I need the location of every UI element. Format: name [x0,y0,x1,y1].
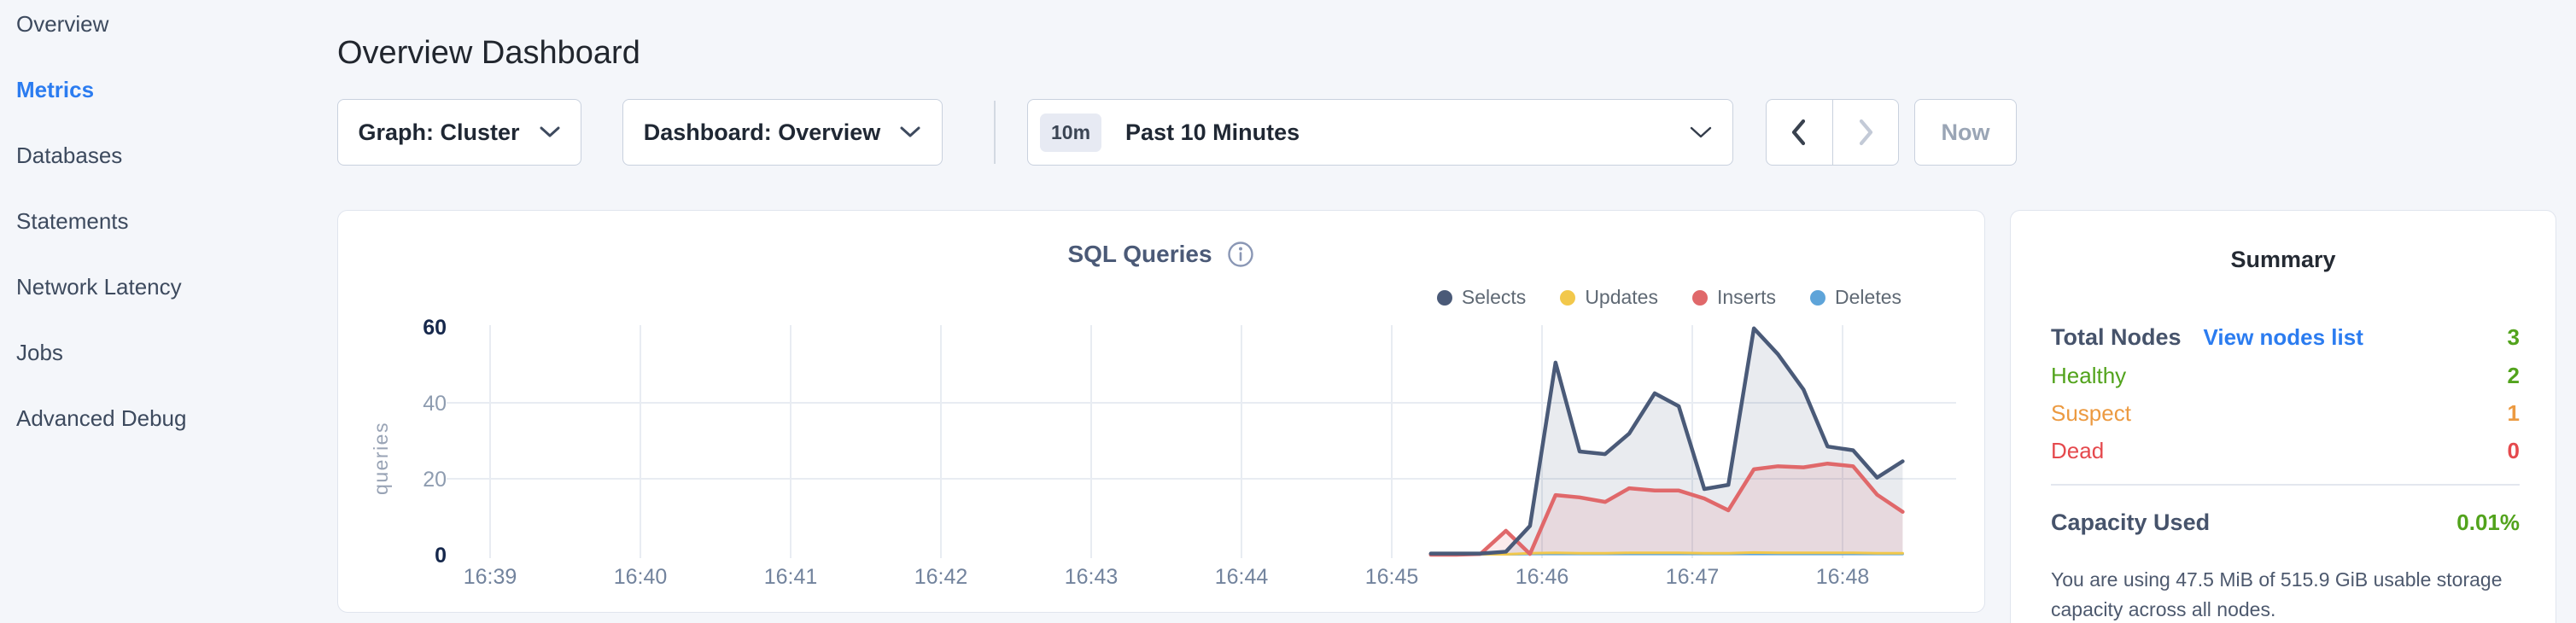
summary-title: Summary [2230,247,2336,272]
total-nodes-row: Total Nodes View nodes list 3 [2051,324,2520,351]
legend-label: Updates [1585,286,1658,308]
sql-queries-chart-card: SQL Queries Selects Updates Inserts Deletes… [337,210,1985,613]
now-button[interactable]: Now [1914,99,2017,166]
svg-text:40: 40 [423,392,447,416]
legend-item-deletes[interactable]: Deletes [1810,286,1901,309]
chart-title: SQL Queries [1067,241,1212,267]
chevron-down-icon [899,125,921,139]
dashboard-dropdown-label: Dashboard: Overview [643,119,881,145]
node-status-value: 0 [2507,438,2520,463]
legend-label: Selects [1461,286,1527,308]
total-nodes-label: Total Nodes [2051,324,2182,350]
sidebar-item-databases[interactable]: Databases [16,143,123,168]
legend-label: Inserts [1716,286,1777,308]
chevron-down-icon [539,125,561,139]
node-status-label: Healthy [2051,363,2127,388]
svg-text:16:46: 16:46 [1516,565,1569,589]
legend-label: Deletes [1835,286,1901,308]
svg-text:20: 20 [423,468,447,492]
summary-divider [2051,484,2520,486]
node-status-value: 2 [2507,363,2520,388]
legend-dot [1436,289,1452,306]
capacity-description: You are using 47.5 MiB of 515.9 GiB usab… [2051,568,2503,620]
legend-dot [1810,289,1826,306]
svg-text:16:40: 16:40 [614,565,668,589]
summary-row-dead: Dead 0 [2051,438,2520,464]
svg-text:16:44: 16:44 [1215,565,1269,589]
chart-legend: Selects Updates Inserts Deletes [1436,286,1901,309]
legend-dot [1691,289,1708,306]
sql-queries-chart: 16:39 16:40 16:41 16:42 16:43 16:44 16:45 16:46… [370,316,1956,589]
chevron-left-icon [1792,119,1806,146]
chevron-down-icon [1688,125,1714,140]
legend-dot [1560,289,1576,306]
chevron-right-icon [1859,119,1872,146]
node-status-label: Dead [2051,438,2105,463]
toolbar-divider [994,101,996,164]
sidebar: Overview Metrics Databases Statements Networ… [16,12,186,430]
summary-row-suspect: Suspect 1 [2051,400,2520,427]
summary-row-healthy: Healthy 2 [2051,363,2520,389]
sidebar-item-jobs[interactable]: Jobs [16,340,63,365]
svg-text:queries: queries [370,422,392,495]
sidebar-item-advanced-debug[interactable]: Advanced Debug [16,405,187,431]
svg-text:16:41: 16:41 [764,565,818,589]
svg-text:16:39: 16:39 [464,565,517,589]
svg-text:16:48: 16:48 [1816,565,1870,589]
time-range-label: Past 10 Minutes [1125,119,1300,145]
sidebar-item-metrics[interactable]: Metrics [16,77,95,102]
legend-item-selects[interactable]: Selects [1436,286,1527,309]
graph-dropdown[interactable]: Graph: Cluster [337,99,581,166]
step-forward-button[interactable] [1831,100,1899,165]
svg-text:0: 0 [435,544,447,568]
node-status-value: 1 [2507,400,2520,426]
legend-item-updates[interactable]: Updates [1560,286,1658,309]
svg-text:16:43: 16:43 [1065,565,1119,589]
svg-text:60: 60 [423,316,447,340]
capacity-used-label: Capacity Used [2051,509,2211,535]
info-icon[interactable] [1226,240,1255,269]
capacity-used-value: 0.01% [2456,509,2520,535]
page-title: Overview Dashboard [337,35,640,72]
svg-text:16:42: 16:42 [914,565,968,589]
dashboard-dropdown[interactable]: Dashboard: Overview [622,99,943,166]
total-nodes-value: 3 [2507,324,2520,350]
time-step-buttons [1766,99,1899,166]
time-range-selector[interactable]: 10m Past 10 Minutes [1027,99,1733,166]
graph-dropdown-label: Graph: Cluster [358,119,520,145]
capacity-used-row: Capacity Used 0.01% [2051,509,2520,536]
node-status-label: Suspect [2051,400,2131,426]
sidebar-item-network-latency[interactable]: Network Latency [16,274,182,300]
svg-text:16:45: 16:45 [1365,565,1419,589]
sidebar-item-statements[interactable]: Statements [16,208,129,234]
view-nodes-list-link[interactable]: View nodes list [2203,324,2363,350]
step-back-button[interactable] [1767,100,1832,165]
legend-item-inserts[interactable]: Inserts [1691,286,1777,309]
sidebar-item-overview[interactable]: Overview [16,11,109,37]
time-range-badge: 10m [1040,113,1102,152]
summary-panel: Summary Total Nodes View nodes list 3 He… [2010,210,2556,623]
svg-text:16:47: 16:47 [1666,565,1720,589]
